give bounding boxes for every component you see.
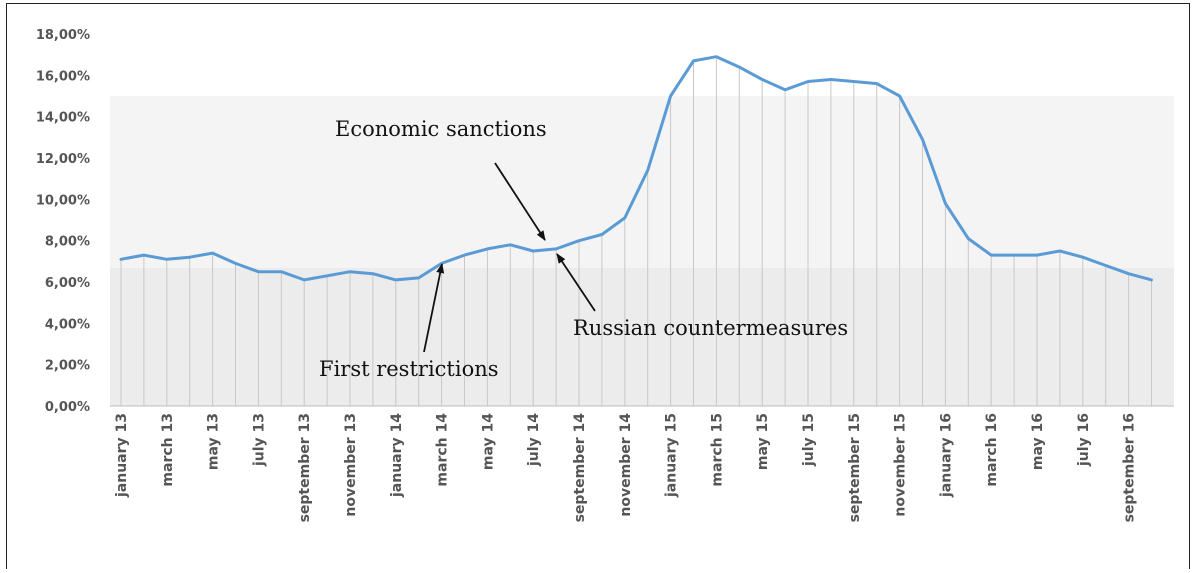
annotation-economic-sanctions: Economic sanctions <box>335 117 547 241</box>
annotation-first-restrictions-arrow <box>423 263 445 353</box>
data-point-2014-09 <box>577 239 581 243</box>
data-point-2016-03 <box>989 253 993 257</box>
data-point-2015-05 <box>760 77 764 81</box>
data-point-2015-11 <box>898 94 902 98</box>
y-axis-ticks: 0,00% 2,00% 4,00% 6,00% 8,00% 10,00% 12,00% 14,… <box>36 28 90 415</box>
data-point-2013-05 <box>211 251 215 255</box>
x-tick-label: september 16 <box>1122 413 1138 522</box>
x-tick-label: july 13 <box>251 413 267 467</box>
x-tick-label: may 15 <box>755 413 771 470</box>
x-tick-label: november 15 <box>893 413 909 517</box>
data-point-2013-07 <box>256 270 260 274</box>
data-point-2014-02 <box>417 276 421 280</box>
x-tick-label: march 15 <box>709 413 725 487</box>
data-point-2013-02 <box>142 253 146 257</box>
x-tick-label: march 13 <box>160 413 176 487</box>
data-point-2015-12 <box>921 137 925 141</box>
chart-frame <box>6 3 1190 569</box>
y-tick-label: 16,00% <box>36 69 90 84</box>
series-line <box>119 55 1153 282</box>
x-axis-ticks: january 13 march 13 may 13 july 13 september… <box>114 413 1138 523</box>
x-tick-label: september 15 <box>847 413 863 522</box>
data-point-2015-09 <box>852 80 856 84</box>
data-point-2016-08 <box>1104 263 1108 267</box>
y-tick-label: 14,00% <box>36 111 90 126</box>
annotation-economic-sanctions-arrow <box>494 162 546 241</box>
x-tick-label: may 13 <box>206 413 222 470</box>
data-point-2014-11 <box>623 216 627 220</box>
annotation-russian-countermeasures: Russian countermeasures <box>556 253 848 340</box>
data-point-2013-04 <box>188 255 192 259</box>
y-tick-label: 8,00% <box>45 235 90 250</box>
y-tick-label: 12,00% <box>36 152 90 167</box>
x-tick-label: march 16 <box>984 413 1000 487</box>
data-point-2016-05 <box>1035 253 1039 257</box>
data-point-2014-10 <box>600 232 604 236</box>
data-point-2014-07 <box>531 249 535 253</box>
x-tick-label: january 15 <box>664 413 680 498</box>
shaded-band-lower <box>110 268 1174 406</box>
x-tick-label: may 14 <box>480 413 496 470</box>
data-point-2015-08 <box>829 77 833 81</box>
x-tick-label: may 16 <box>1030 413 1046 470</box>
annotation-economic-sanctions-label: Economic sanctions <box>335 117 547 141</box>
y-tick-label: 4,00% <box>45 317 90 332</box>
data-point-2013-01 <box>119 257 123 261</box>
vertical-gridlines <box>120 56 1152 406</box>
y-tick-label: 18,00% <box>36 28 90 43</box>
y-tick-label: 0,00% <box>45 400 90 415</box>
data-point-2014-08 <box>554 247 558 251</box>
data-point-2016-01 <box>943 201 947 205</box>
data-point-2013-09 <box>302 278 306 282</box>
x-tick-label: july 14 <box>526 413 542 467</box>
data-point-2015-10 <box>875 82 879 86</box>
y-tick-label: 6,00% <box>45 276 90 291</box>
data-point-2014-04 <box>463 253 467 257</box>
data-point-2015-04 <box>737 65 741 69</box>
x-tick-label: november 14 <box>618 413 634 517</box>
x-tick-label: january 13 <box>114 413 130 498</box>
data-point-2015-01 <box>669 94 673 98</box>
data-point-2016-07 <box>1081 255 1085 259</box>
x-tick-label: september 13 <box>297 413 313 522</box>
data-point-2013-11 <box>348 270 352 274</box>
data-point-2013-03 <box>165 257 169 261</box>
x-tick-label: march 14 <box>435 413 451 487</box>
x-tick-label: september 14 <box>572 413 588 523</box>
data-point-2014-12 <box>646 168 650 172</box>
annotation-russian-countermeasures-arrow <box>556 253 596 312</box>
y-tick-label: 10,00% <box>36 193 90 208</box>
data-point-2014-06 <box>508 243 512 247</box>
data-point-2013-06 <box>234 261 238 265</box>
data-point-2015-07 <box>806 80 810 84</box>
data-point-2016-04 <box>1012 253 1016 257</box>
data-point-2013-12 <box>371 272 375 276</box>
x-tick-label: july 16 <box>1076 413 1092 467</box>
data-point-2016-09 <box>1127 272 1131 276</box>
data-point-2016-06 <box>1058 249 1062 253</box>
data-point-2015-02 <box>692 59 696 63</box>
x-tick-label: july 15 <box>801 413 817 467</box>
x-tick-label: january 16 <box>938 413 954 498</box>
data-point-2014-05 <box>485 247 489 251</box>
annotation-first-restrictions-label: First restrictions <box>319 357 499 381</box>
data-point-2016-02 <box>966 237 970 241</box>
data-point-2015-06 <box>783 88 787 92</box>
data-point-2014-01 <box>394 278 398 282</box>
x-tick-label: november 13 <box>343 413 359 517</box>
x-tick-label: january 14 <box>389 413 405 498</box>
annotation-first-restrictions: First restrictions <box>319 263 499 381</box>
data-point-2013-10 <box>325 274 329 278</box>
data-point-2016-10 <box>1150 278 1154 282</box>
data-point-2015-03 <box>714 55 718 59</box>
data-point-2013-08 <box>279 270 283 274</box>
annotation-russian-countermeasures-label: Russian countermeasures <box>573 316 848 340</box>
y-tick-label: 2,00% <box>45 359 90 374</box>
